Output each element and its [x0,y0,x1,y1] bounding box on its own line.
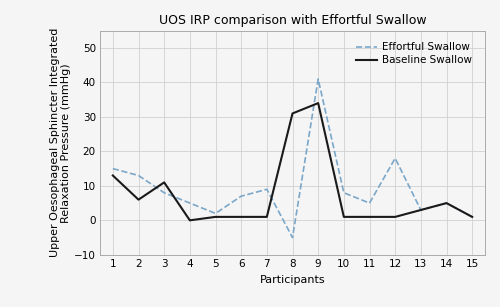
Y-axis label: Upper Oesophageal Sphincter Integrated
Relaxation Pressure (mmHg): Upper Oesophageal Sphincter Integrated R… [50,28,71,258]
X-axis label: Participants: Participants [260,274,326,285]
Baseline Swallow [418,208,424,212]
Baseline Swallow [469,215,475,219]
Effortful Swallow [290,236,296,239]
Effortful Swallow [315,77,321,81]
Baseline Swallow [290,112,296,115]
Effortful Swallow [187,201,193,205]
Baseline Swallow [110,174,116,177]
Baseline Swallow [392,215,398,219]
Baseline Swallow [136,198,141,201]
Effortful Swallow [366,201,372,205]
Title: UOS IRP comparison with Effortful Swallow: UOS IRP comparison with Effortful Swallo… [158,14,426,27]
Effortful Swallow [444,201,450,205]
Baseline Swallow [444,201,450,205]
Baseline Swallow [238,215,244,219]
Effortful Swallow [136,174,141,177]
Line: Effortful Swallow: Effortful Swallow [113,79,472,238]
Effortful Swallow [212,212,218,215]
Effortful Swallow [341,191,347,195]
Baseline Swallow [341,215,347,219]
Baseline Swallow [264,215,270,219]
Effortful Swallow [392,157,398,160]
Baseline Swallow [315,101,321,105]
Baseline Swallow [161,181,167,184]
Effortful Swallow [418,208,424,212]
Baseline Swallow [187,219,193,222]
Line: Baseline Swallow: Baseline Swallow [113,103,472,220]
Effortful Swallow [238,194,244,198]
Baseline Swallow [366,215,372,219]
Baseline Swallow [212,215,218,219]
Effortful Swallow [161,191,167,195]
Legend: Effortful Swallow, Baseline Swallow: Effortful Swallow, Baseline Swallow [352,38,476,70]
Effortful Swallow [110,167,116,170]
Effortful Swallow [469,215,475,219]
Effortful Swallow [264,188,270,191]
